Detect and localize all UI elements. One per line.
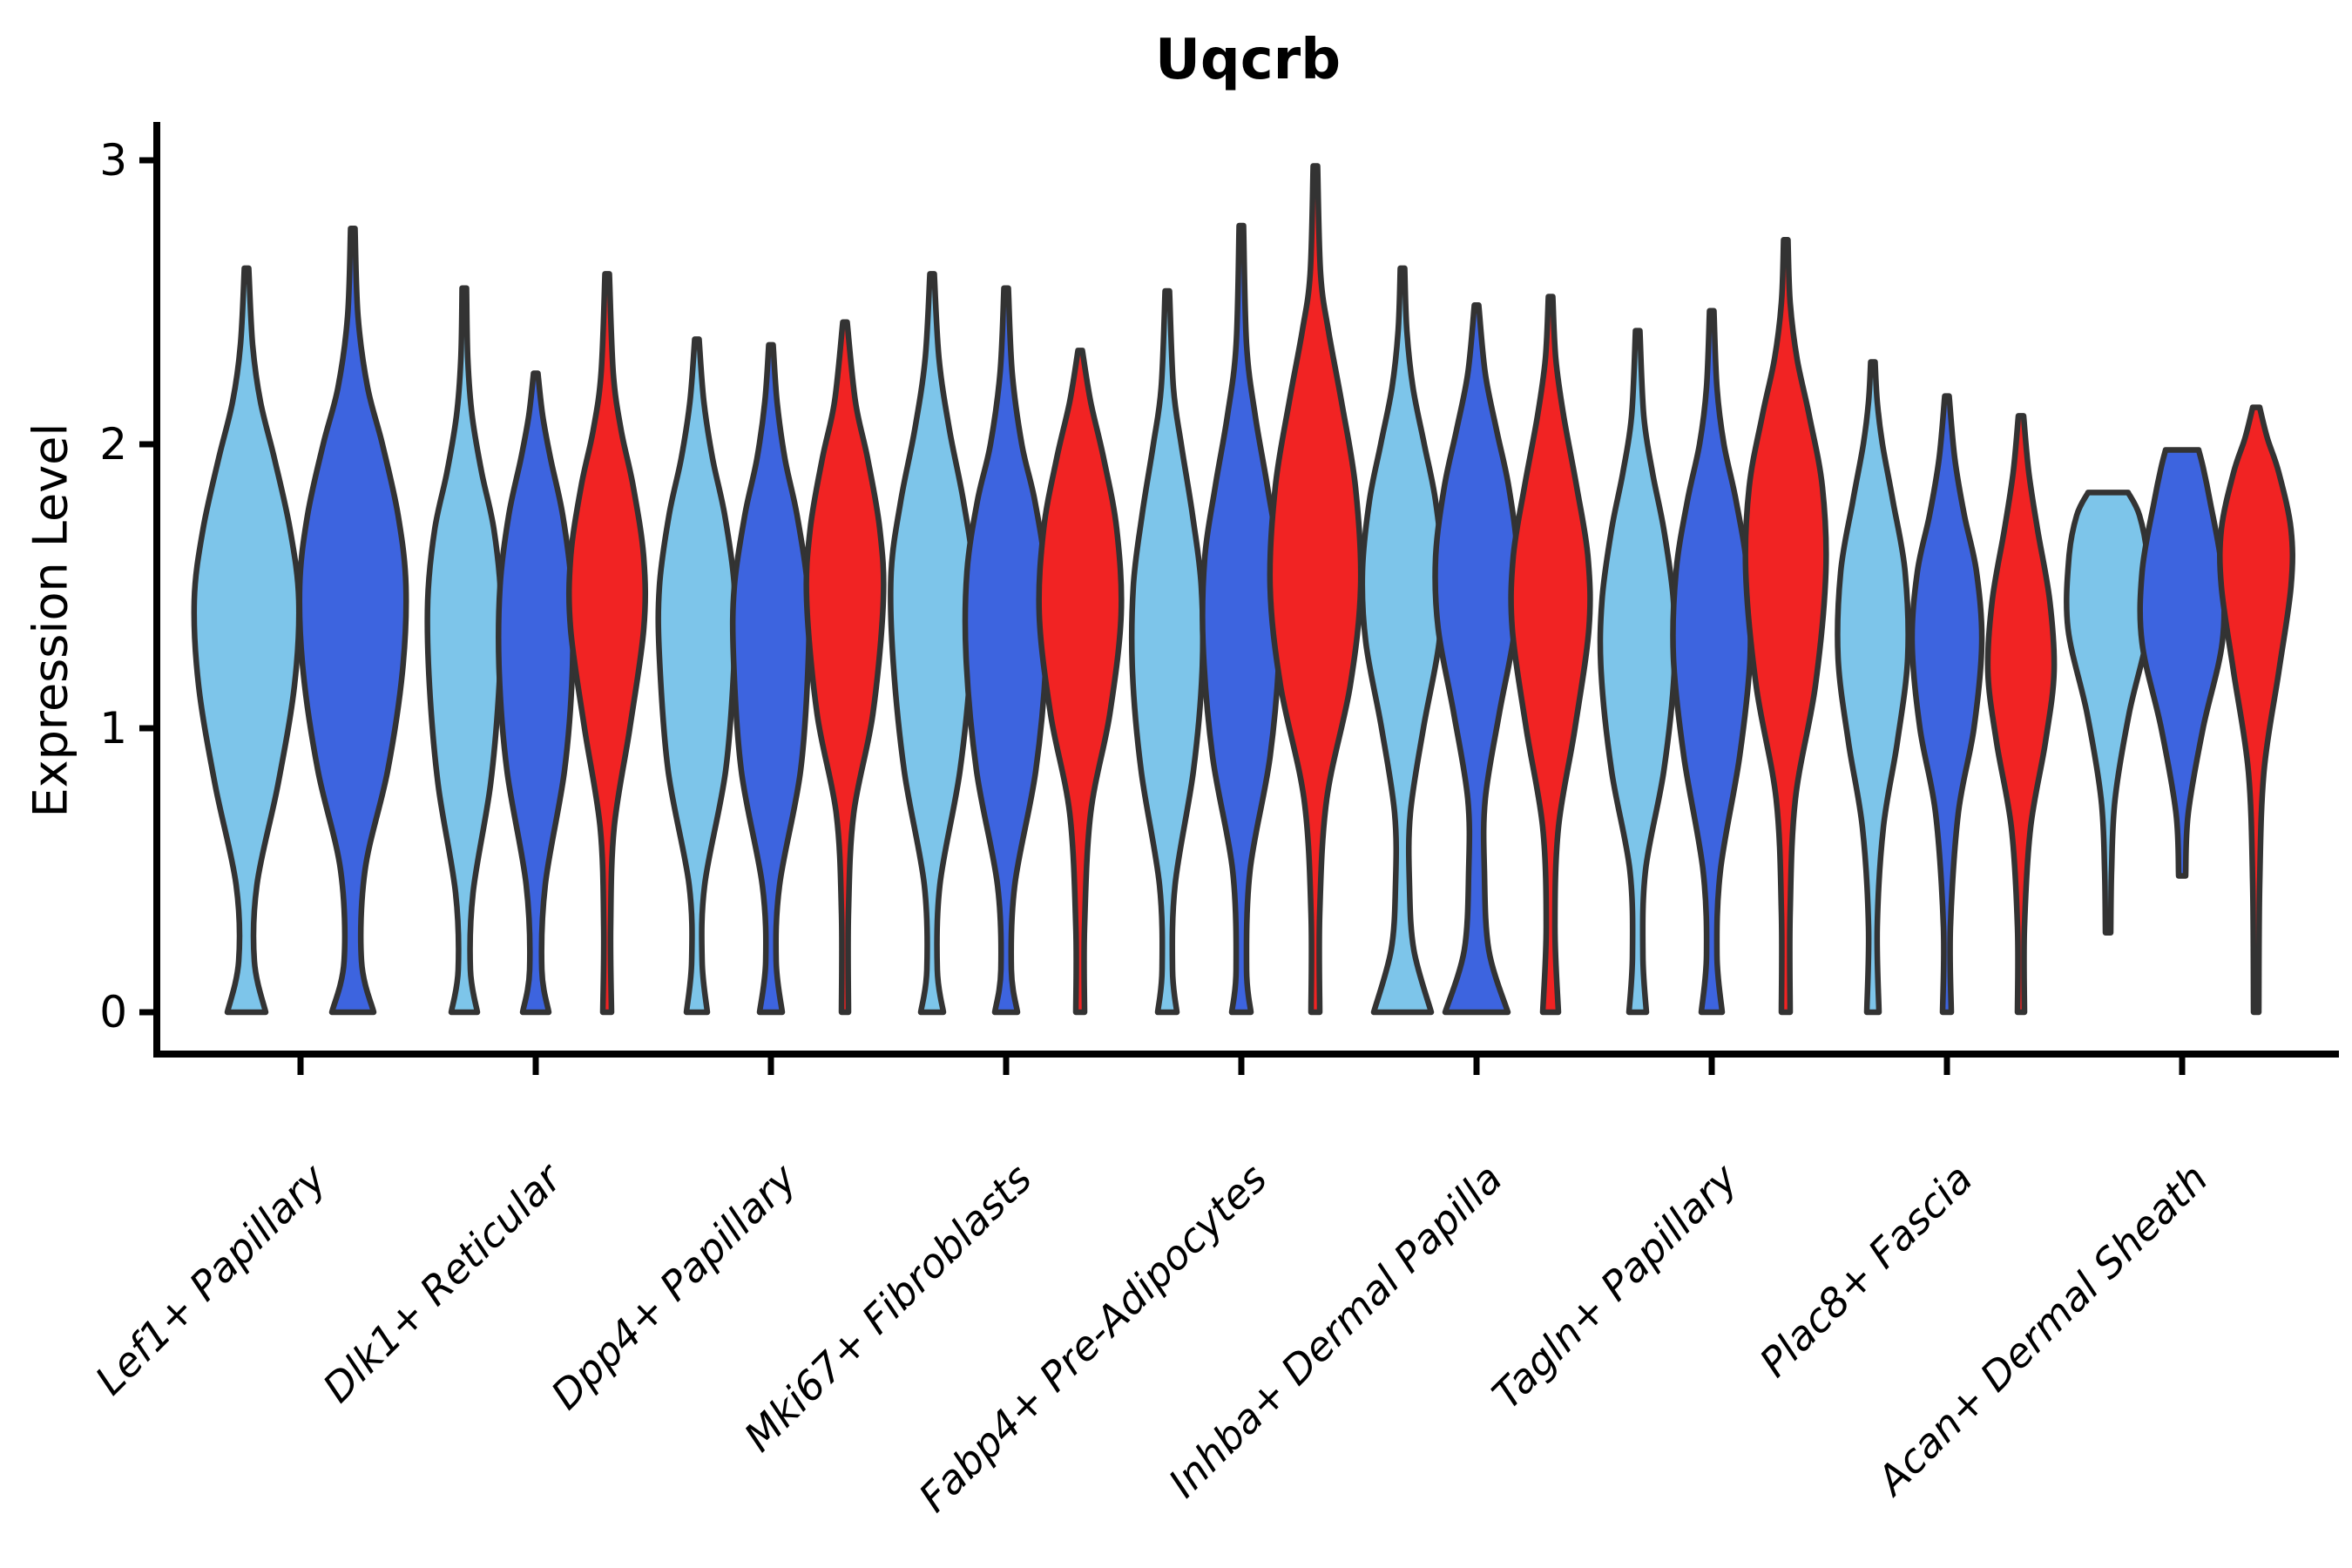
violin (1909, 393, 1985, 1016)
violin (1835, 359, 1911, 1016)
y-tick-label: 3 (99, 135, 127, 186)
y-tick-label: 0 (99, 987, 127, 1037)
x-tick-label: Dpp4+ Papillary (542, 1154, 806, 1418)
x-tick-label: Lef1+ Papillary (86, 1154, 335, 1403)
violin (424, 285, 504, 1016)
violin (496, 370, 576, 1016)
violin (1036, 348, 1125, 1016)
violin (803, 319, 887, 1016)
x-tick-label: Plac8+ Fascia (1750, 1155, 1981, 1386)
violin (1597, 328, 1679, 1016)
violin (2137, 447, 2227, 879)
violin (1508, 294, 1593, 1016)
violin (888, 271, 977, 1016)
violin (2217, 404, 2295, 1016)
violin (191, 265, 302, 1016)
violin (1128, 287, 1206, 1016)
violin (1670, 308, 1754, 1016)
violin (296, 225, 409, 1016)
violin (2064, 490, 2153, 936)
violin (1200, 222, 1283, 1016)
violin (1432, 302, 1521, 1016)
x-tick-label: Tagln+ Papillary (1483, 1154, 1747, 1418)
violin (565, 271, 649, 1016)
violin (1984, 413, 2058, 1016)
violin (655, 336, 739, 1016)
violin (1742, 237, 1829, 1016)
violin (1359, 265, 1446, 1016)
y-tick-label: 1 (99, 703, 127, 754)
x-tick-label: Dlk1+ Reticular (314, 1152, 572, 1411)
violin (962, 285, 1051, 1016)
violin (729, 341, 813, 1016)
violin (1267, 163, 1364, 1016)
y-tick-label: 2 (99, 419, 127, 470)
chart-title: Uqcrb (1154, 28, 1342, 92)
